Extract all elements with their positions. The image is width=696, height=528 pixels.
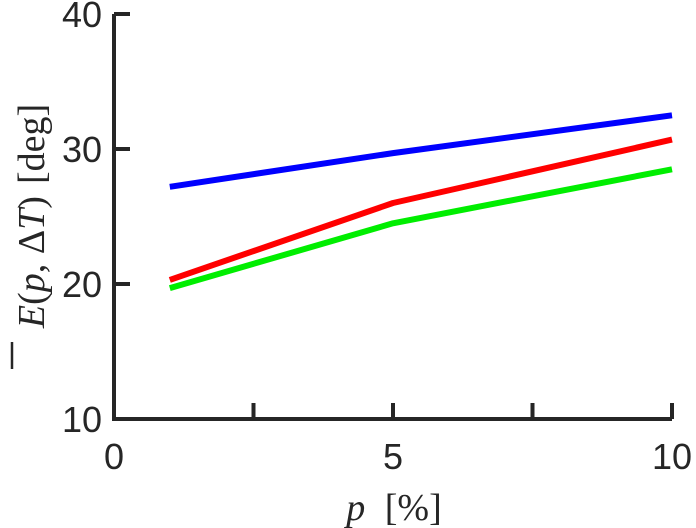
axes — [112, 14, 672, 421]
x-tick-label-0: 0 — [104, 436, 124, 477]
x-tick-label-2: 10 — [652, 436, 692, 477]
x-axis-label-var: p — [343, 487, 365, 528]
x-axis-label: p [%] — [343, 487, 441, 528]
y-tick-label-1: 20 — [62, 264, 102, 305]
y-axis-label-open: ( — [11, 292, 53, 305]
y-axis-label-delta: Δ — [11, 230, 53, 254]
y-axis-label-unit: [deg] — [11, 104, 53, 184]
series-line-0 — [169, 112, 673, 190]
series-line-2 — [168, 166, 673, 291]
x-tick-label-1: 5 — [383, 436, 403, 477]
y-tick-label-2: 30 — [62, 129, 102, 170]
y-tick-label-0: 10 — [62, 399, 102, 440]
ticks: 10 20 30 40 0 5 10 — [62, 0, 692, 477]
y-axis-label-group: E(p, ΔT) [deg] — [10, 104, 53, 369]
y-axis-label-t: T — [11, 206, 53, 230]
y-axis-label-p: p — [11, 273, 53, 295]
x-axis-label-unit: [%] — [385, 487, 442, 528]
y-axis-label-close: ) — [11, 196, 53, 209]
series-layer — [168, 112, 673, 291]
y-axis-label: E(p, ΔT) [deg] — [11, 104, 53, 329]
y-axis-label-comma: , — [11, 254, 53, 273]
y-tick-label-3: 40 — [62, 0, 102, 35]
y-axis-label-e: E — [11, 305, 53, 329]
series-line-1 — [168, 136, 673, 283]
